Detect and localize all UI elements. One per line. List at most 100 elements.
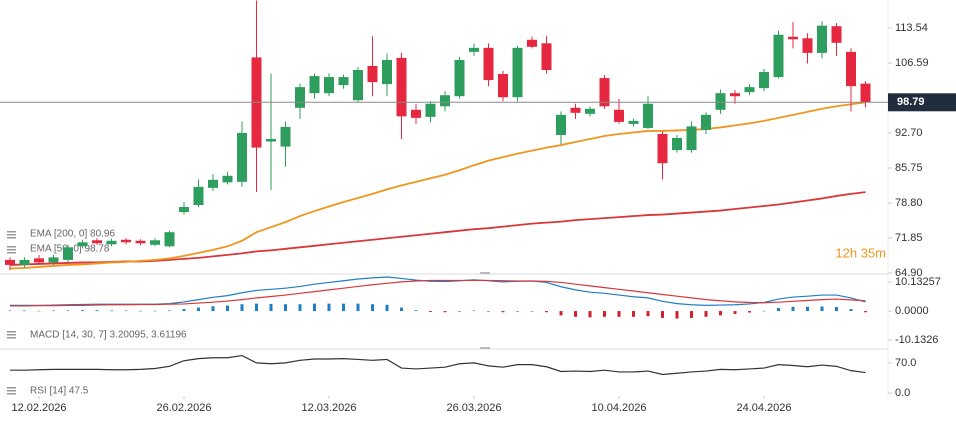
candle-body <box>309 76 320 94</box>
candle-body <box>48 257 59 263</box>
candle-body <box>817 25 827 53</box>
y-tick-label: 106.59 <box>895 57 929 69</box>
candle-body <box>614 109 624 122</box>
y-tick-label: 71.85 <box>895 232 923 244</box>
histogram-bar <box>182 309 186 312</box>
histogram-bar <box>733 311 737 314</box>
histogram-bar <box>690 311 693 318</box>
candle-body <box>541 43 552 71</box>
candle-body <box>237 132 247 182</box>
histogram-bar <box>356 303 360 312</box>
candle-body <box>425 103 436 117</box>
histogram-bar <box>516 311 519 312</box>
ema-line <box>9 101 866 270</box>
y-tick-label: 113.54 <box>895 22 928 34</box>
candle-body <box>266 139 276 142</box>
candle-body <box>324 77 334 94</box>
histogram-bar <box>153 310 157 312</box>
candle-body <box>802 38 813 53</box>
y-tick-label: 0.0 <box>895 387 910 399</box>
histogram-bar <box>139 310 142 312</box>
candle-body <box>295 87 305 108</box>
histogram-bar <box>37 310 41 312</box>
histogram-bar <box>748 311 751 313</box>
histogram-bar <box>110 310 113 312</box>
candle-body <box>150 240 160 245</box>
x-tick-label: 24.04.2026 <box>736 402 791 414</box>
candle-body <box>657 133 668 164</box>
histogram-bar <box>487 311 490 312</box>
candle-body <box>5 259 15 265</box>
histogram-bar <box>226 305 229 312</box>
histogram-bar <box>719 311 722 316</box>
candle-body <box>92 240 102 244</box>
candle-body <box>121 239 131 243</box>
histogram-bar <box>8 310 12 312</box>
candle-body <box>788 36 798 40</box>
histogram-bar <box>168 310 171 312</box>
histogram-bar <box>777 307 780 312</box>
histogram-bar <box>472 310 476 312</box>
histogram-bar <box>661 311 664 318</box>
ema-line <box>9 191 866 266</box>
legend-entry: EMA [200, 0] 80.96 <box>30 229 115 240</box>
y-tick-label: 0.0000 <box>895 305 929 317</box>
macd-line <box>10 279 866 307</box>
histogram-bar <box>211 306 215 312</box>
candle-body <box>440 95 450 107</box>
histogram-bar <box>255 303 258 312</box>
histogram-bar <box>52 310 55 312</box>
candle-body <box>701 114 711 130</box>
candle-body <box>164 232 175 247</box>
candle-body <box>570 107 581 113</box>
histogram-bar <box>849 309 853 312</box>
histogram-bar <box>197 307 200 312</box>
histogram-bar <box>864 311 867 313</box>
candle-body <box>527 39 537 47</box>
panel-handle <box>480 347 490 349</box>
histogram-bar <box>124 310 128 312</box>
y-tick-label: 85.75 <box>895 162 923 174</box>
histogram-bar <box>458 311 461 312</box>
y-tick-label: 10.13257 <box>895 276 941 288</box>
histogram-bar <box>574 311 577 317</box>
x-tick-label: 12.02.2026 <box>11 402 66 414</box>
candle-body <box>353 70 363 101</box>
histogram-bar <box>429 311 432 312</box>
candle-body <box>759 72 769 89</box>
candle-body <box>77 242 88 247</box>
candle-body <box>860 83 871 103</box>
histogram-bar <box>66 310 70 312</box>
last-price-label: 98.79 <box>897 96 925 108</box>
candle-body <box>483 47 494 81</box>
candle-body <box>454 59 465 97</box>
candle-body <box>19 259 30 265</box>
panel-handle <box>480 272 490 274</box>
candle-body <box>179 207 189 213</box>
candle-body <box>730 93 740 97</box>
candle-body <box>396 57 407 117</box>
histogram-bar <box>400 307 403 312</box>
histogram-bar <box>385 304 389 312</box>
candle-body <box>585 108 595 114</box>
candle-body <box>63 247 73 260</box>
candle-body <box>34 258 44 263</box>
candle-body <box>367 65 378 83</box>
histogram-bar <box>342 303 345 312</box>
candle-body <box>715 93 726 110</box>
legend-entry: MACD [14, 30, 7] 3.20095, 3.61196 <box>30 330 187 341</box>
histogram-bar <box>617 311 621 317</box>
histogram-bar <box>240 304 244 312</box>
candle-body <box>512 47 523 98</box>
candle-body <box>773 34 784 78</box>
legend-icons <box>7 231 16 395</box>
candle-body <box>193 186 204 206</box>
histogram-bar <box>81 310 84 312</box>
histogram-bar <box>501 311 505 313</box>
histogram-bar <box>414 310 418 312</box>
y-tick-label: 78.80 <box>895 197 923 209</box>
x-tick-label: 10.04.2026 <box>591 402 646 414</box>
candle-body <box>338 77 349 86</box>
y-tick-label: 70.0 <box>895 357 916 369</box>
